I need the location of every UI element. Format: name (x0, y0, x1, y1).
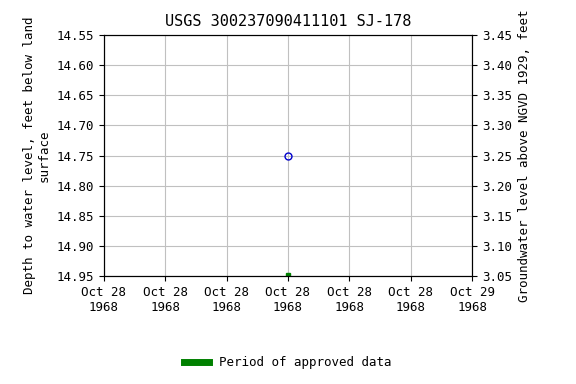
Legend: Period of approved data: Period of approved data (179, 351, 397, 374)
Y-axis label: Depth to water level, feet below land
surface: Depth to water level, feet below land su… (23, 17, 51, 294)
Y-axis label: Groundwater level above NGVD 1929, feet: Groundwater level above NGVD 1929, feet (518, 9, 530, 302)
Title: USGS 300237090411101 SJ-178: USGS 300237090411101 SJ-178 (165, 14, 411, 29)
